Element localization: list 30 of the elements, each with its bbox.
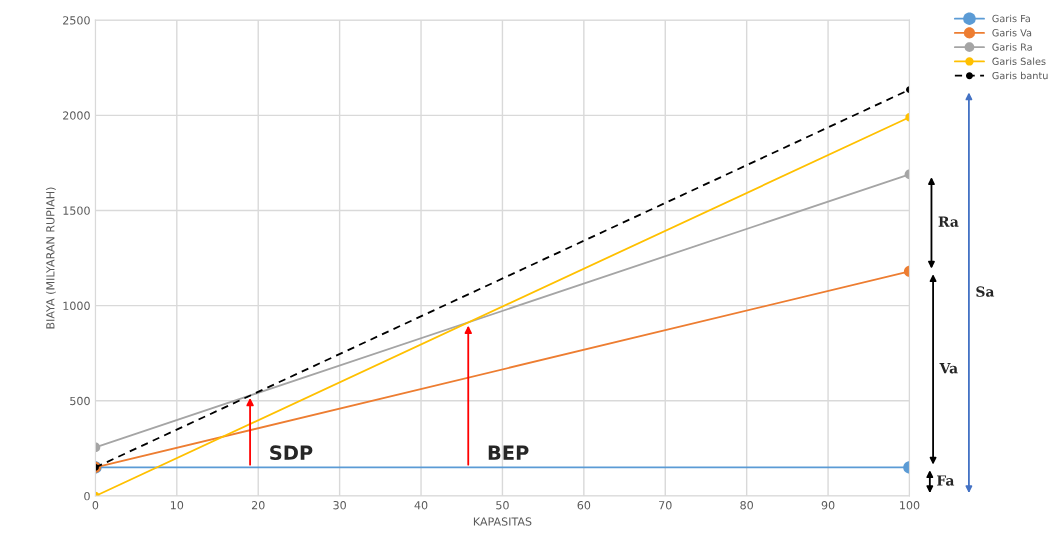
x-tick-label: 0 xyxy=(92,501,99,510)
text: Sa xyxy=(976,286,995,297)
y-tick-label: 1000 xyxy=(63,301,90,311)
annotation: BEP xyxy=(488,445,529,460)
x-tick-label: 10 xyxy=(170,501,184,510)
text: Fa xyxy=(937,475,955,486)
x-axis-title: KAPASITAS xyxy=(473,517,532,526)
y-tick-label: 1500 xyxy=(63,206,90,215)
x-tick-label: 40 xyxy=(414,501,428,510)
y-tick-label: 0 xyxy=(84,491,90,501)
legend-label: Garis Fa xyxy=(992,14,1030,23)
y-axis-title: BIAYA (MILYARAN RUPIAH) xyxy=(45,187,56,329)
legend-label: Garis Va xyxy=(992,28,1032,37)
y-tick-label: 2000 xyxy=(63,111,90,120)
y-tick-label: 500 xyxy=(70,396,90,406)
x-tick-label: 80 xyxy=(740,501,753,510)
x-tick-label: 30 xyxy=(333,501,346,510)
x-tick-label: 100 xyxy=(900,501,920,510)
text: Va xyxy=(939,363,958,374)
legend-label: Garis bantu xyxy=(992,71,1048,80)
x-tick-label: 70 xyxy=(659,501,672,510)
y-tick-label: 2500 xyxy=(63,16,90,25)
x-tick-label: 20 xyxy=(251,501,265,510)
legend-label: Garis Ra xyxy=(992,43,1032,51)
x-tick-label: 90 xyxy=(821,501,835,510)
x-tick-label: 50 xyxy=(496,501,509,510)
annotation: SDP xyxy=(270,445,313,461)
text: Ra xyxy=(938,216,959,227)
legend-label: Garis Sales xyxy=(992,57,1046,65)
x-tick-label: 60 xyxy=(577,501,591,510)
